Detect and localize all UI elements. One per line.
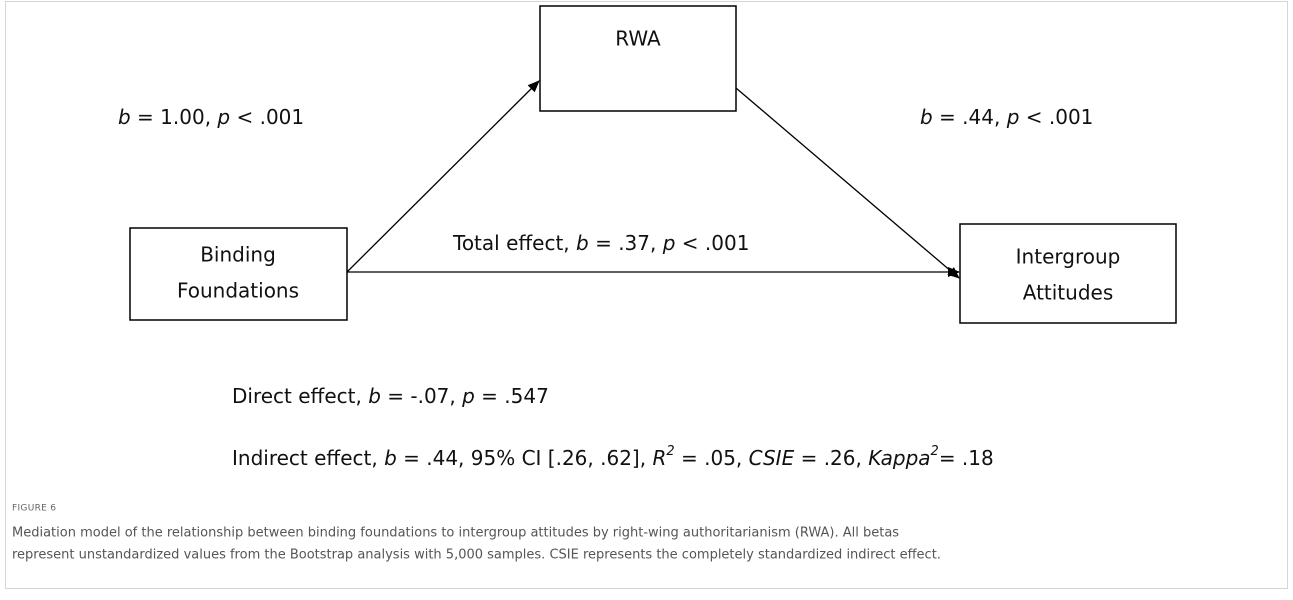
node-label: Intergroup: [1016, 245, 1121, 269]
effect-label: Direct effect, b = -.07, p = .547: [232, 384, 549, 408]
label-part: = -.07,: [381, 384, 462, 408]
label-part: = .37,: [589, 231, 663, 255]
label-part: p: [216, 105, 230, 129]
label-part: b: [920, 105, 933, 129]
figure-label: FIGURE 6: [12, 504, 56, 514]
label-part: = .18: [939, 446, 994, 470]
label-part: p: [1006, 105, 1020, 129]
label-part: < .001: [1019, 105, 1093, 129]
node-box: [539, 5, 737, 112]
label-part: = .26,: [794, 446, 868, 470]
label-part: < .001: [675, 231, 749, 255]
label-part: R: [652, 446, 666, 470]
label-part: = .05,: [675, 446, 749, 470]
node-label: RWA: [615, 27, 661, 51]
path-label: b = 1.00, p < .001: [118, 105, 304, 129]
label-part: = .44,: [933, 105, 1007, 129]
node-box: [959, 223, 1177, 324]
label-part: b: [368, 384, 381, 408]
label-part: b: [384, 446, 397, 470]
label-part: 2: [931, 444, 939, 459]
label-part: CSIE: [749, 446, 795, 470]
path-label: Total effect, b = .37, p < .001: [452, 231, 749, 255]
effect-label: Indirect effect, b = .44, 95% CI [.26, .…: [232, 444, 994, 470]
label-part: 2: [666, 444, 674, 459]
label-part: = 1.00,: [131, 105, 218, 129]
figure-frame: [5, 1, 1288, 589]
path-label: b = .44, p < .001: [920, 105, 1093, 129]
labels: RWA Binding Foundations Intergroup Attitudes…: [12, 27, 1120, 563]
label-part: = .44, 95% CI [.26, .62],: [397, 446, 653, 470]
label-part: Indirect effect,: [232, 446, 384, 470]
arrow: [346, 80, 540, 273]
label-part: p: [662, 231, 676, 255]
label-part: Kappa: [868, 446, 930, 470]
label-part: b: [576, 231, 589, 255]
label-part: Direct effect,: [232, 384, 368, 408]
label-part: b: [118, 105, 131, 129]
label-part: Total effect,: [452, 231, 576, 255]
label-part: = .547: [475, 384, 549, 408]
label-part: < .001: [230, 105, 304, 129]
caption-line: Mediation model of the relationship betw…: [12, 526, 899, 541]
caption-line: represent unstandardized values from the…: [12, 548, 941, 563]
arrow: [735, 87, 960, 279]
node-label: Binding: [200, 243, 276, 267]
label-part: p: [461, 384, 475, 408]
node-label: Attitudes: [1023, 281, 1114, 305]
node-label: Foundations: [177, 279, 299, 303]
node-box: [129, 227, 348, 321]
